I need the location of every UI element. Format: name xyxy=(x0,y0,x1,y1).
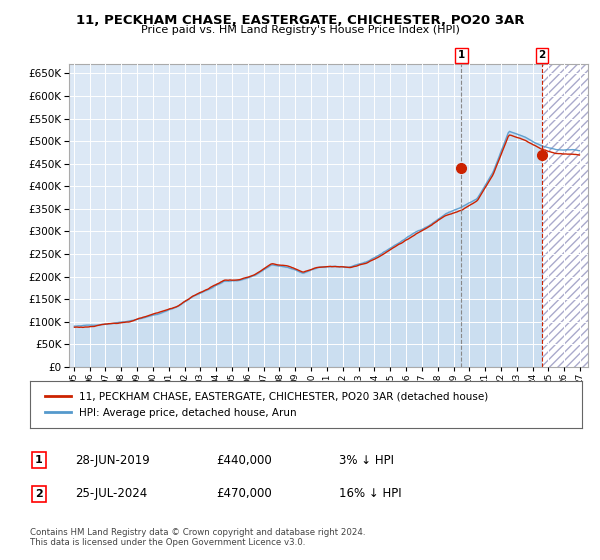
Legend: 11, PECKHAM CHASE, EASTERGATE, CHICHESTER, PO20 3AR (detached house), HPI: Avera: 11, PECKHAM CHASE, EASTERGATE, CHICHESTE… xyxy=(41,388,493,422)
Text: 1: 1 xyxy=(35,455,43,465)
Text: 1: 1 xyxy=(458,50,465,60)
Polygon shape xyxy=(542,64,588,367)
Text: £440,000: £440,000 xyxy=(216,454,272,467)
Text: 3% ↓ HPI: 3% ↓ HPI xyxy=(339,454,394,467)
Text: Price paid vs. HM Land Registry's House Price Index (HPI): Price paid vs. HM Land Registry's House … xyxy=(140,25,460,35)
Text: 16% ↓ HPI: 16% ↓ HPI xyxy=(339,487,401,501)
Text: 2: 2 xyxy=(538,50,545,60)
Text: 28-JUN-2019: 28-JUN-2019 xyxy=(75,454,150,467)
Text: Contains HM Land Registry data © Crown copyright and database right 2024.
This d: Contains HM Land Registry data © Crown c… xyxy=(30,528,365,547)
Text: 2: 2 xyxy=(35,489,43,499)
Text: £470,000: £470,000 xyxy=(216,487,272,501)
Text: 25-JUL-2024: 25-JUL-2024 xyxy=(75,487,147,501)
Text: 11, PECKHAM CHASE, EASTERGATE, CHICHESTER, PO20 3AR: 11, PECKHAM CHASE, EASTERGATE, CHICHESTE… xyxy=(76,14,524,27)
